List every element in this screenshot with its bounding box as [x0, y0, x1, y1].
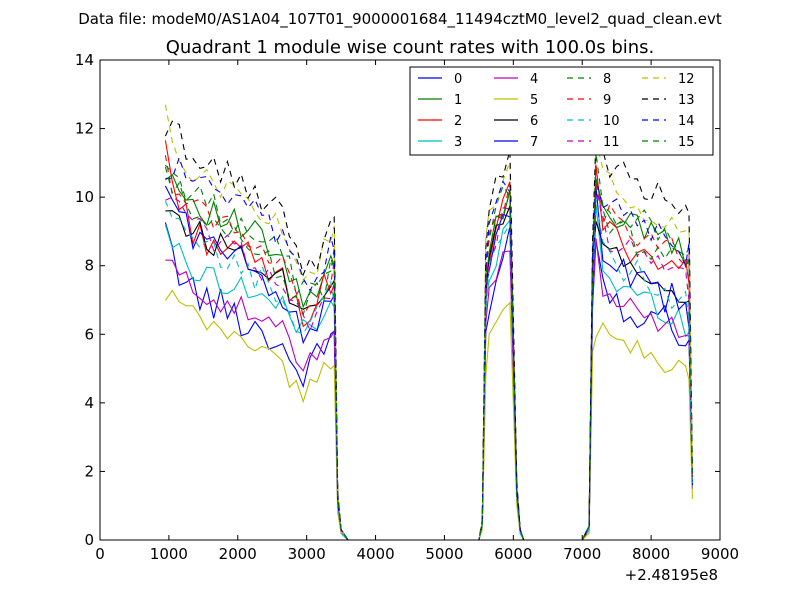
y-tick-label: 4: [84, 394, 94, 412]
legend-label-8: 8: [603, 72, 611, 87]
series-line-11: [165, 187, 693, 541]
legend-label-6: 6: [530, 114, 538, 129]
x-tick-label: 4000: [356, 545, 394, 563]
series-line-10: [164, 200, 693, 541]
legend-label-2: 2: [454, 114, 462, 129]
y-tick-label: 8: [84, 257, 94, 275]
x-axis: 0 1000 2000 3000 4000 5000 6000 7000 8000 9000: [95, 60, 739, 563]
y-tick-label: 10: [75, 188, 94, 206]
legend-frame: [409, 66, 714, 156]
x-tick-label: 9000: [701, 545, 739, 563]
legend-label-15: 15: [678, 135, 695, 150]
legend-label-5: 5: [530, 93, 538, 108]
series-line-5: [164, 289, 693, 541]
x-tick-label: 7000: [563, 545, 601, 563]
y-tick-label: 12: [75, 120, 94, 138]
legend-label-1: 1: [454, 93, 462, 108]
legend-label-4: 4: [530, 72, 538, 87]
legend-label-12: 12: [678, 72, 695, 87]
legend-label-3: 3: [454, 135, 462, 150]
legend-label-7: 7: [530, 135, 538, 150]
series-line-14: [165, 155, 693, 541]
y-tick-label: 0: [84, 531, 94, 549]
series-line-8: [164, 153, 693, 541]
legend-label-9: 9: [603, 93, 611, 108]
legend-label-14: 14: [678, 114, 695, 129]
x-tick-label: 1000: [150, 545, 188, 563]
legend-label-10: 10: [603, 114, 620, 129]
series-line-4: [165, 238, 693, 541]
legend-label-0: 0: [454, 72, 462, 87]
series-line-9: [164, 155, 693, 541]
series-line-2: [164, 140, 693, 541]
x-tick-label: 6000: [494, 545, 532, 563]
plot-lines: [164, 104, 693, 541]
x-tick-label: 3000: [288, 545, 326, 563]
y-tick-label: 6: [84, 325, 94, 343]
y-tick-label: 14: [75, 51, 94, 69]
plot-frame: [99, 59, 721, 541]
figure-suptitle: Data file: modeM0/AS1A04_107T01_90000016…: [78, 10, 722, 29]
x-offset-label: +2.48195e8: [625, 566, 718, 584]
x-tick-label: 8000: [632, 545, 670, 563]
x-tick-label: 2000: [219, 545, 257, 563]
legend-label-11: 11: [603, 135, 620, 150]
x-tick-label: 5000: [425, 545, 463, 563]
series-line-12: [164, 104, 693, 541]
series-line-0: [164, 222, 693, 541]
y-tick-label: 2: [84, 462, 94, 480]
chart-title: Quadrant 1 module wise count rates with …: [166, 37, 655, 58]
x-tick-label: 0: [95, 545, 105, 563]
legend-label-13: 13: [678, 93, 695, 108]
